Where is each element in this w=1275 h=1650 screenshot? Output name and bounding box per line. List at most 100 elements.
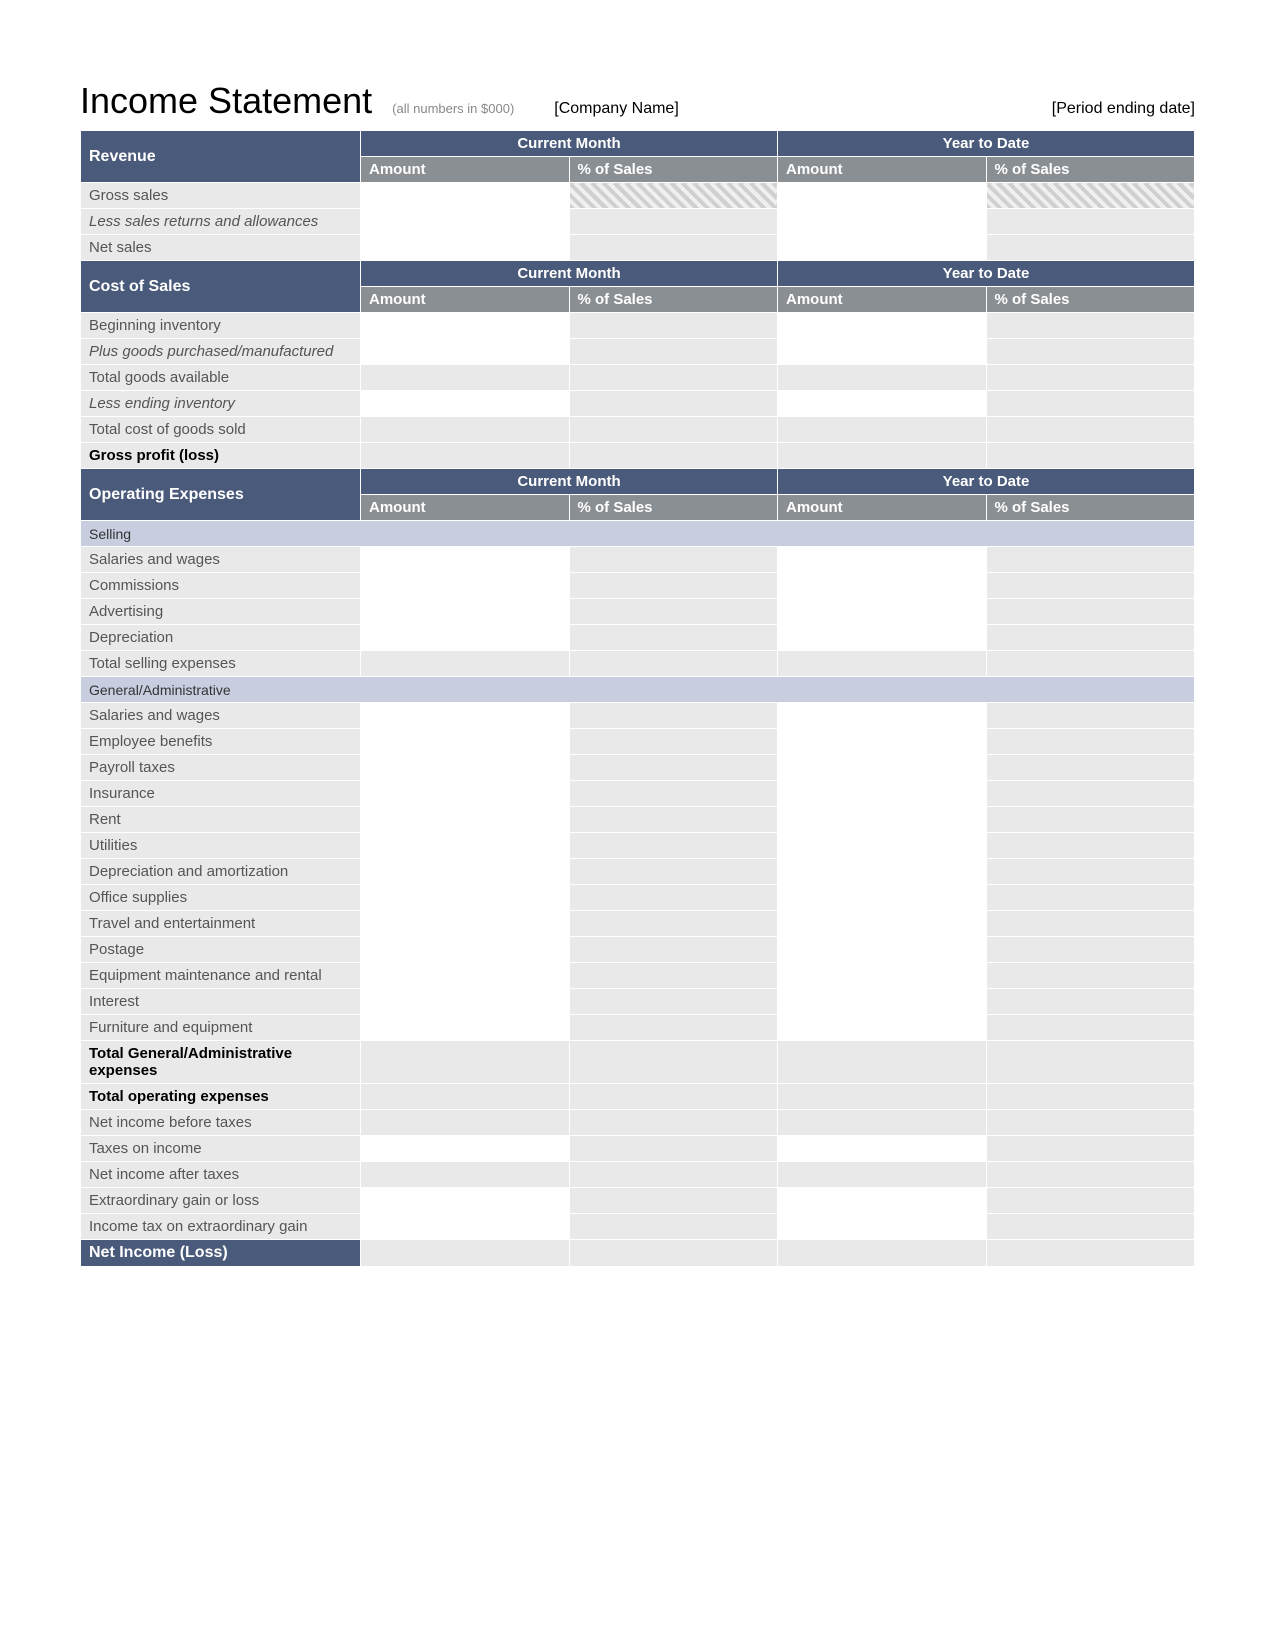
amount-cell[interactable] <box>361 235 570 261</box>
amount-cell[interactable] <box>778 1015 987 1041</box>
pct-cell[interactable] <box>986 599 1195 625</box>
pct-cell[interactable] <box>986 1015 1195 1041</box>
pct-cell[interactable] <box>569 1041 778 1084</box>
pct-cell[interactable] <box>986 391 1195 417</box>
amount-cell[interactable] <box>778 625 987 651</box>
pct-cell[interactable] <box>569 365 778 391</box>
pct-cell[interactable] <box>569 1015 778 1041</box>
pct-cell[interactable] <box>569 703 778 729</box>
pct-cell[interactable] <box>986 625 1195 651</box>
amount-cell[interactable] <box>778 859 987 885</box>
amount-cell[interactable] <box>361 1136 570 1162</box>
pct-cell[interactable] <box>569 859 778 885</box>
pct-cell[interactable] <box>569 833 778 859</box>
amount-cell[interactable] <box>361 963 570 989</box>
pct-cell[interactable] <box>569 183 778 209</box>
pct-cell[interactable] <box>569 625 778 651</box>
pct-cell[interactable] <box>986 1084 1195 1110</box>
pct-cell[interactable] <box>569 1110 778 1136</box>
pct-cell[interactable] <box>569 1162 778 1188</box>
amount-cell[interactable] <box>361 859 570 885</box>
amount-cell[interactable] <box>361 989 570 1015</box>
amount-cell[interactable] <box>361 599 570 625</box>
amount-cell[interactable] <box>778 937 987 963</box>
pct-cell[interactable] <box>986 1162 1195 1188</box>
amount-cell[interactable] <box>361 755 570 781</box>
pct-cell[interactable] <box>569 339 778 365</box>
amount-cell[interactable] <box>778 755 987 781</box>
amount-cell[interactable] <box>778 1110 987 1136</box>
pct-cell[interactable] <box>986 729 1195 755</box>
amount-cell[interactable] <box>778 391 987 417</box>
amount-cell[interactable] <box>778 599 987 625</box>
pct-cell[interactable] <box>986 885 1195 911</box>
pct-cell[interactable] <box>986 365 1195 391</box>
pct-cell[interactable] <box>569 651 778 677</box>
amount-cell[interactable] <box>778 547 987 573</box>
pct-cell[interactable] <box>986 417 1195 443</box>
pct-cell[interactable] <box>569 911 778 937</box>
amount-cell[interactable] <box>361 313 570 339</box>
amount-cell[interactable] <box>361 1214 570 1240</box>
pct-cell[interactable] <box>986 547 1195 573</box>
pct-cell[interactable] <box>569 885 778 911</box>
pct-cell[interactable] <box>569 937 778 963</box>
pct-cell[interactable] <box>569 599 778 625</box>
pct-cell[interactable] <box>986 313 1195 339</box>
pct-cell[interactable] <box>986 807 1195 833</box>
pct-cell[interactable] <box>986 1136 1195 1162</box>
amount-cell[interactable] <box>778 911 987 937</box>
pct-cell[interactable] <box>986 183 1195 209</box>
amount-cell[interactable] <box>778 807 987 833</box>
amount-cell[interactable] <box>778 1214 987 1240</box>
pct-cell[interactable] <box>986 209 1195 235</box>
amount-cell[interactable] <box>778 989 987 1015</box>
amount-cell[interactable] <box>778 963 987 989</box>
pct-cell[interactable] <box>569 989 778 1015</box>
amount-cell[interactable] <box>361 391 570 417</box>
pct-cell[interactable] <box>986 1240 1195 1267</box>
pct-cell[interactable] <box>986 833 1195 859</box>
amount-cell[interactable] <box>778 729 987 755</box>
amount-cell[interactable] <box>361 729 570 755</box>
amount-cell[interactable] <box>778 781 987 807</box>
amount-cell[interactable] <box>778 1136 987 1162</box>
amount-cell[interactable] <box>361 651 570 677</box>
pct-cell[interactable] <box>569 807 778 833</box>
amount-cell[interactable] <box>778 833 987 859</box>
amount-cell[interactable] <box>778 1188 987 1214</box>
amount-cell[interactable] <box>778 651 987 677</box>
pct-cell[interactable] <box>986 781 1195 807</box>
amount-cell[interactable] <box>361 1240 570 1267</box>
amount-cell[interactable] <box>361 1015 570 1041</box>
amount-cell[interactable] <box>361 547 570 573</box>
amount-cell[interactable] <box>361 911 570 937</box>
pct-cell[interactable] <box>569 209 778 235</box>
pct-cell[interactable] <box>986 1041 1195 1084</box>
pct-cell[interactable] <box>569 963 778 989</box>
pct-cell[interactable] <box>569 443 778 469</box>
amount-cell[interactable] <box>361 781 570 807</box>
amount-cell[interactable] <box>778 339 987 365</box>
amount-cell[interactable] <box>361 885 570 911</box>
pct-cell[interactable] <box>569 313 778 339</box>
pct-cell[interactable] <box>986 443 1195 469</box>
pct-cell[interactable] <box>986 703 1195 729</box>
amount-cell[interactable] <box>778 1084 987 1110</box>
amount-cell[interactable] <box>361 1041 570 1084</box>
amount-cell[interactable] <box>361 1162 570 1188</box>
amount-cell[interactable] <box>361 1084 570 1110</box>
pct-cell[interactable] <box>986 937 1195 963</box>
amount-cell[interactable] <box>361 625 570 651</box>
pct-cell[interactable] <box>986 1188 1195 1214</box>
amount-cell[interactable] <box>778 443 987 469</box>
pct-cell[interactable] <box>569 729 778 755</box>
pct-cell[interactable] <box>569 547 778 573</box>
pct-cell[interactable] <box>569 1188 778 1214</box>
pct-cell[interactable] <box>569 1214 778 1240</box>
pct-cell[interactable] <box>986 573 1195 599</box>
pct-cell[interactable] <box>569 417 778 443</box>
pct-cell[interactable] <box>986 911 1195 937</box>
pct-cell[interactable] <box>569 573 778 599</box>
pct-cell[interactable] <box>986 989 1195 1015</box>
